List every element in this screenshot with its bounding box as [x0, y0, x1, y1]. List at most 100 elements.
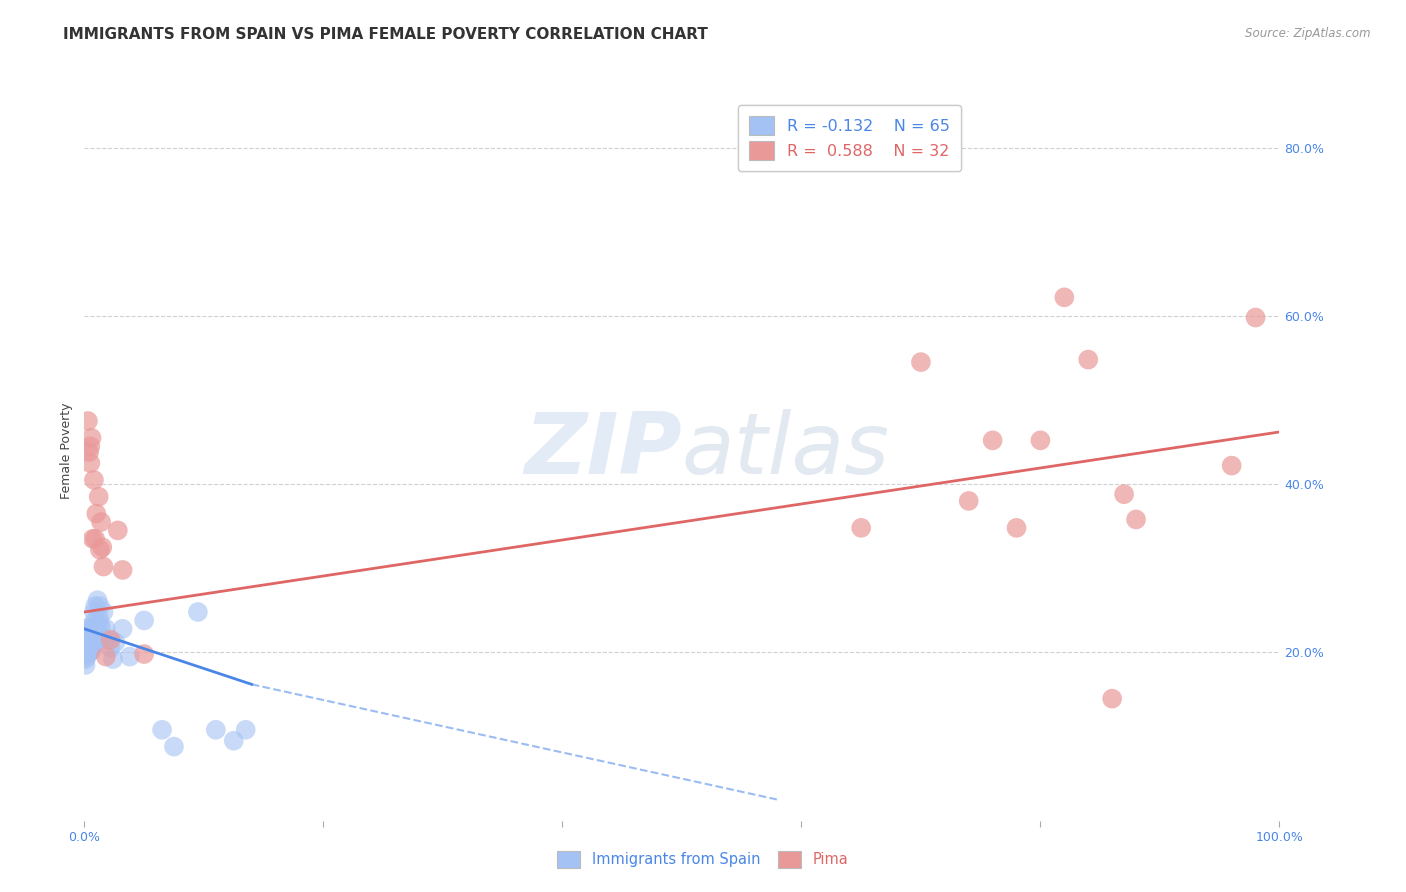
Point: [75, 624, 97, 639]
Point: [77, 630, 100, 644]
Point: [79, 630, 101, 644]
Point: [77, 627, 100, 641]
Point: [1125, 512, 1147, 526]
Point: [84, 532, 107, 546]
Point: [94, 622, 117, 636]
Text: Source: ZipAtlas.com: Source: ZipAtlas.com: [1246, 27, 1371, 40]
Point: [84, 614, 107, 628]
Point: [79, 641, 101, 656]
Point: [1077, 352, 1099, 367]
Point: [235, 723, 257, 737]
Point: [76, 649, 98, 664]
Point: [101, 652, 124, 666]
Point: [77, 445, 100, 459]
Point: [79, 632, 101, 647]
Point: [89, 615, 111, 630]
Point: [89, 599, 111, 613]
Point: [86, 632, 108, 647]
Text: IMMIGRANTS FROM SPAIN VS PIMA FEMALE POVERTY CORRELATION CHART: IMMIGRANTS FROM SPAIN VS PIMA FEMALE POV…: [63, 27, 709, 42]
Point: [132, 647, 156, 661]
Point: [91, 540, 114, 554]
Point: [957, 494, 980, 508]
Point: [163, 739, 186, 754]
Point: [87, 490, 110, 504]
Point: [75, 647, 97, 661]
Point: [76, 622, 98, 636]
Point: [77, 643, 100, 657]
Point: [1029, 434, 1052, 448]
Point: [83, 622, 105, 636]
Point: [80, 643, 103, 657]
Point: [100, 632, 122, 647]
Point: [82, 532, 104, 546]
Point: [87, 610, 110, 624]
Point: [107, 524, 129, 538]
Text: ZIP: ZIP: [524, 409, 682, 492]
Point: [1053, 290, 1076, 304]
Point: [82, 624, 104, 639]
Point: [91, 630, 114, 644]
Point: [910, 355, 932, 369]
Point: [118, 649, 141, 664]
Point: [1114, 487, 1136, 501]
Point: [93, 559, 115, 574]
Point: [981, 434, 1004, 448]
Point: [75, 630, 97, 644]
Point: [75, 635, 97, 649]
Point: [77, 627, 100, 641]
Point: [187, 605, 209, 619]
Point: [1220, 458, 1243, 473]
Point: [80, 624, 103, 639]
Point: [86, 593, 108, 607]
Y-axis label: Female Poverty: Female Poverty: [60, 402, 73, 499]
Point: [111, 563, 134, 577]
Point: [89, 542, 111, 557]
Point: [79, 624, 101, 639]
Legend: Immigrants from Spain, Pima: Immigrants from Spain, Pima: [550, 844, 856, 876]
Point: [83, 605, 105, 619]
Point: [222, 733, 245, 747]
Point: [100, 641, 122, 656]
Point: [79, 439, 101, 453]
Point: [86, 624, 108, 639]
Text: atlas: atlas: [682, 409, 890, 492]
Point: [150, 723, 173, 737]
Point: [83, 637, 105, 651]
Point: [86, 618, 108, 632]
Point: [75, 652, 97, 666]
Point: [132, 614, 156, 628]
Point: [1005, 521, 1028, 535]
Point: [77, 637, 100, 651]
Point: [80, 431, 103, 445]
Point: [851, 521, 873, 535]
Point: [97, 632, 120, 647]
Point: [77, 620, 100, 634]
Point: [86, 507, 108, 521]
Point: [77, 632, 100, 647]
Point: [79, 628, 101, 642]
Point: [80, 635, 103, 649]
Point: [76, 628, 98, 642]
Point: [83, 473, 105, 487]
Point: [90, 622, 112, 636]
Point: [75, 658, 97, 673]
Point: [111, 622, 134, 636]
Point: [77, 637, 100, 651]
Point: [1101, 691, 1123, 706]
Legend: R = -0.132    N = 65, R =  0.588    N = 32: R = -0.132 N = 65, R = 0.588 N = 32: [738, 104, 962, 171]
Point: [79, 637, 101, 651]
Point: [75, 641, 97, 656]
Point: [94, 649, 117, 664]
Point: [1244, 310, 1267, 325]
Point: [93, 605, 115, 619]
Point: [80, 632, 103, 647]
Point: [82, 639, 104, 653]
Point: [76, 632, 98, 647]
Point: [84, 599, 107, 613]
Point: [79, 456, 101, 470]
Point: [77, 641, 100, 656]
Point: [76, 639, 98, 653]
Point: [104, 635, 127, 649]
Point: [90, 515, 112, 529]
Point: [77, 414, 100, 428]
